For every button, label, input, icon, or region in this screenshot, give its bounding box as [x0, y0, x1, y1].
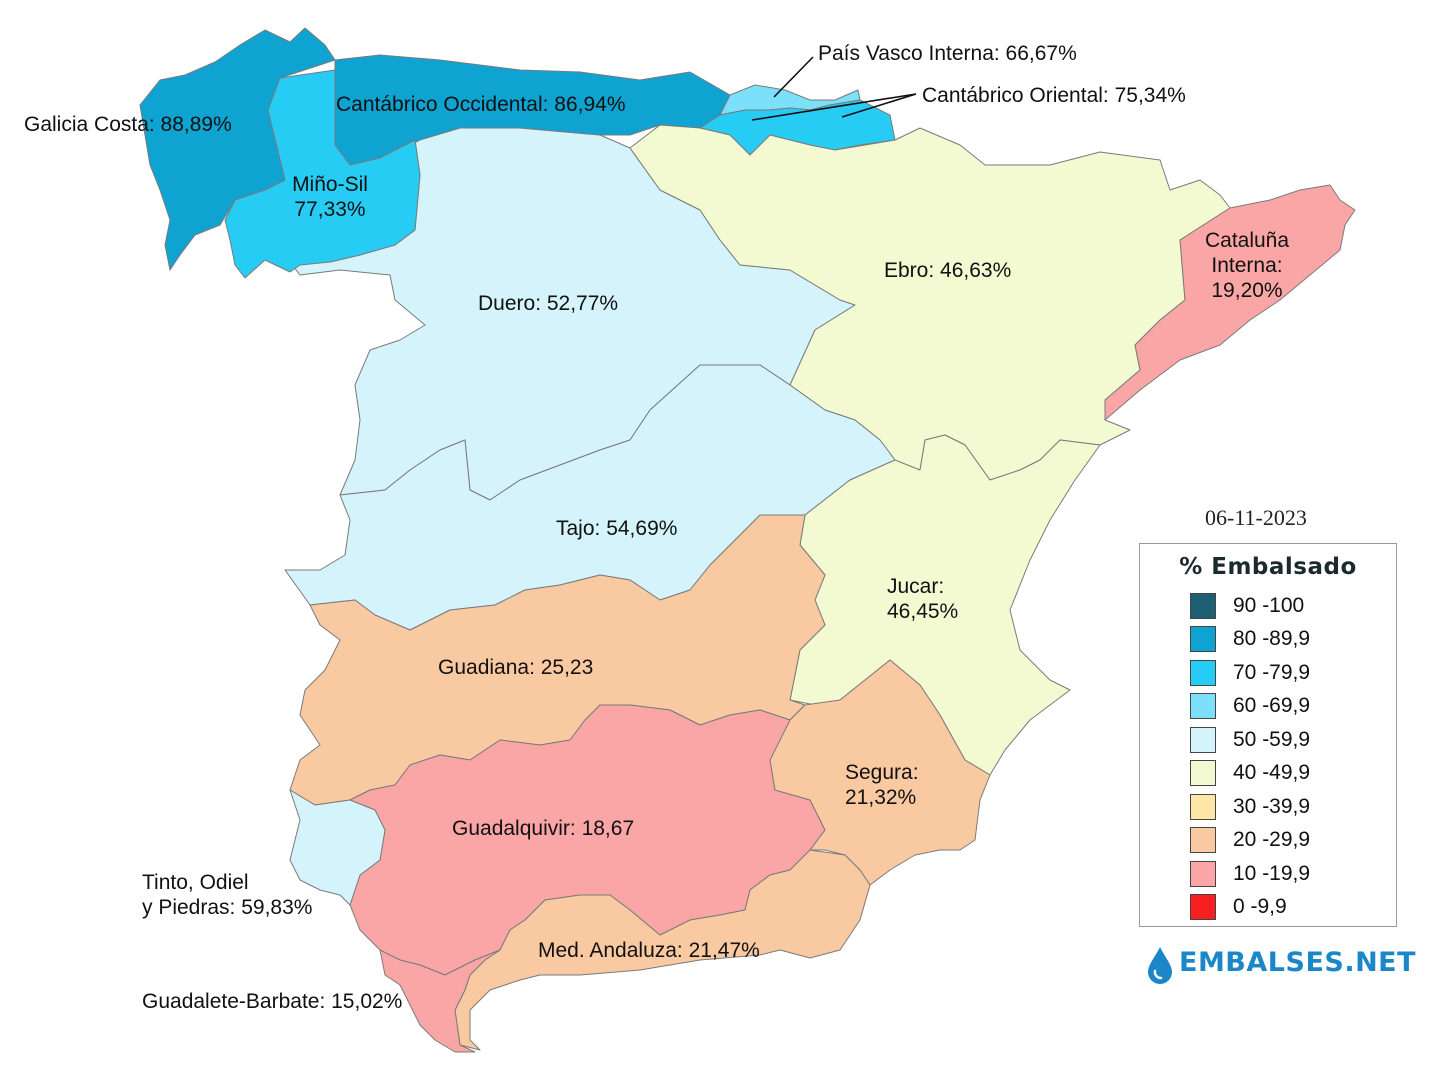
legend-label: 50 -59,9 — [1233, 728, 1311, 751]
legend: % Embalsado 90 -100 80 -89,9 70 -79,9 60… — [1139, 543, 1397, 927]
region-mino-sil — [224, 69, 421, 279]
legend-swatch — [1190, 827, 1216, 853]
label-guadalquivir: Guadalquivir: 18,67 — [452, 817, 635, 840]
legend-title: % Embalsado — [1179, 554, 1357, 580]
legend-label: 30 -39,9 — [1233, 795, 1311, 818]
region-cataluna-interna — [1104, 184, 1356, 421]
label-cantabrico-occidental: Cantábrico Occidental: 86,94% — [336, 93, 626, 116]
label-galicia-costa: Galicia Costa: 88,89% — [24, 113, 232, 136]
label-cantabrico-oriental: Cantábrico Oriental: 75,34% — [922, 84, 1186, 107]
legend-swatch — [1190, 861, 1216, 887]
brand-name: EMBALSES.NET — [1179, 947, 1417, 978]
cantabrico-oriental-leader-a — [751, 93, 917, 121]
region-segura — [769, 659, 991, 886]
legend-swatch — [1190, 693, 1216, 719]
legend-label: 80 -89,9 — [1233, 627, 1311, 650]
water-drop-icon — [1148, 947, 1172, 984]
label-mino-sil: Miño-Sil 77,33% — [292, 173, 368, 221]
legend-label: 10 -19,9 — [1233, 862, 1311, 885]
region-guadalete-barbate — [379, 949, 501, 1053]
label-tinto-odiel-piedras: Tinto, Odiel y Piedras: 59,83% — [142, 871, 313, 919]
legend-label: 40 -49,9 — [1233, 761, 1311, 784]
region-galicia-costa — [139, 27, 336, 271]
legend-swatch — [1190, 626, 1216, 652]
legend-swatch — [1190, 593, 1216, 619]
label-tajo: Tajo: 54,69% — [556, 517, 678, 540]
legend-swatch — [1190, 727, 1216, 753]
label-guadiana: Guadiana: 25,23 — [438, 656, 594, 679]
legend-label: 90 -100 — [1233, 594, 1305, 617]
label-cataluna-interna: Cataluña Interna: 19,20% — [1204, 229, 1290, 302]
label-guadalete-barbate: Guadalete-Barbate: 15,02% — [142, 990, 403, 1013]
legend-swatch — [1190, 794, 1216, 820]
label-ebro: Ebro: 46,63% — [884, 259, 1012, 282]
legend-label: 20 -29,9 — [1233, 828, 1311, 851]
label-jucar: Jucar: 46,45% — [887, 575, 959, 623]
label-segura: Segura: 21,32% — [845, 761, 919, 809]
label-duero: Duero: 52,77% — [478, 292, 619, 315]
label-med-andaluza: Med. Andaluza: 21,47% — [538, 939, 760, 962]
legend-label: 60 -69,9 — [1233, 694, 1311, 717]
label-pais-vasco-interna: País Vasco Interna: 66,67% — [818, 42, 1077, 65]
region-med-andaluza — [454, 849, 871, 1051]
legend-label: 70 -79,9 — [1233, 661, 1311, 684]
date-label: 06-11-2023 — [1205, 505, 1307, 530]
legend-label: 0 -9,9 — [1233, 895, 1287, 918]
pais-vasco-leader — [773, 56, 814, 98]
legend-swatch — [1190, 760, 1216, 786]
region-tinto-odiel-piedras — [289, 789, 386, 906]
legend-swatch — [1190, 660, 1216, 686]
legend-swatch — [1190, 894, 1216, 920]
cantabrico-oriental-leader-b — [841, 93, 917, 118]
